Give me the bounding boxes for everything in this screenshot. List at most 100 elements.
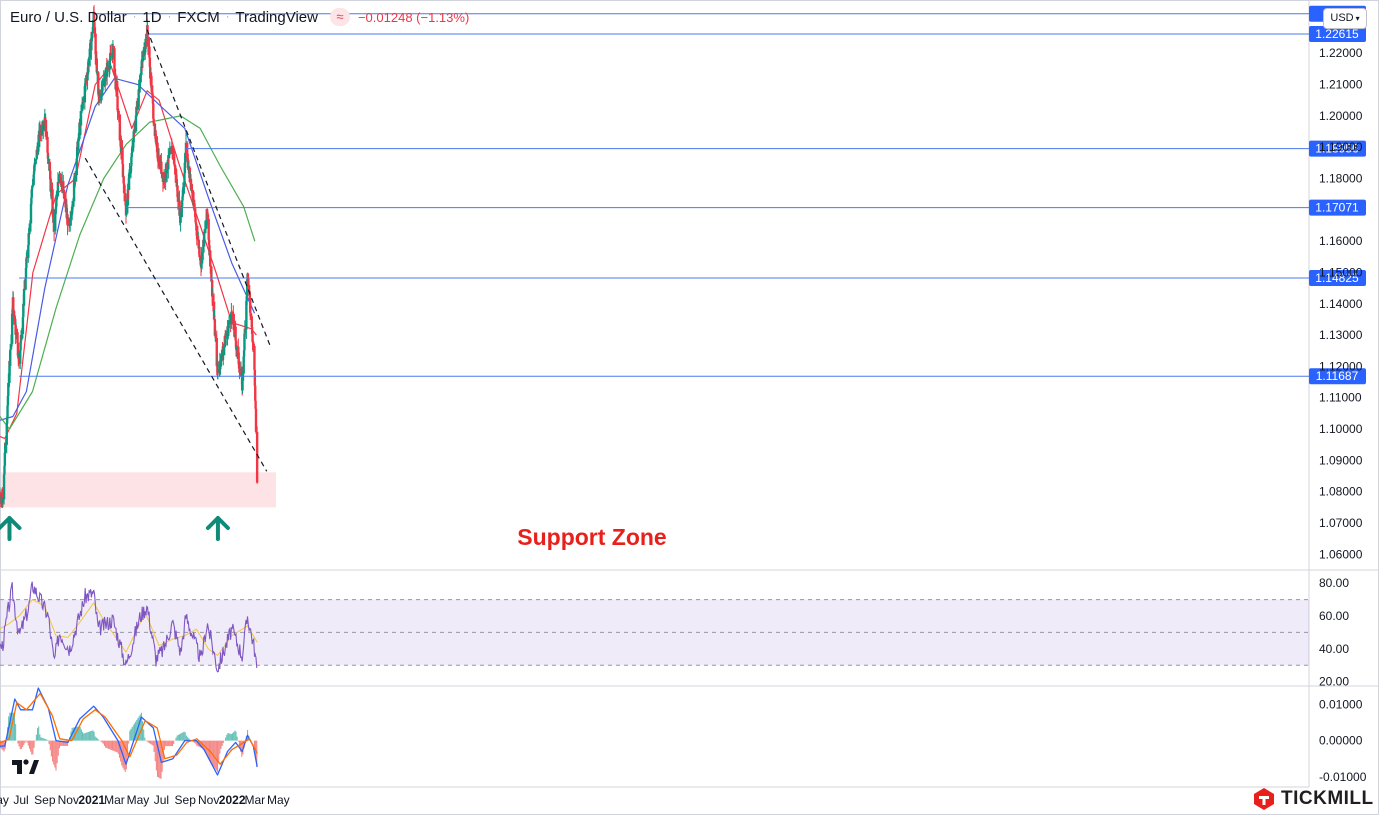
candle-body [184, 153, 187, 163]
price-tick-label: 1.11000 [1319, 391, 1362, 405]
currency-button[interactable]: USD ▾ [1323, 8, 1367, 29]
time-axis-label: 2021 [78, 793, 105, 807]
time-axis-label: Sep [175, 793, 197, 807]
price-tick-label: 1.08000 [1319, 485, 1363, 499]
candle-body [172, 154, 176, 164]
candle-body [213, 319, 217, 336]
candle-body [72, 178, 76, 202]
candle-body [69, 218, 72, 224]
macd-tick-label: -0.01000 [1319, 770, 1367, 784]
candle-body [183, 162, 187, 174]
candle-body [182, 187, 185, 190]
time-axis-label: 2022 [219, 793, 246, 807]
candle-body [211, 296, 215, 302]
price-tick-label: 1.20000 [1319, 109, 1363, 123]
level-price-label: 1.22615 [1315, 27, 1359, 41]
candle-body [203, 229, 207, 233]
tradingview-logo-icon [12, 759, 39, 774]
candle-body [104, 73, 107, 82]
price-change: −0.01248 (−1.13%) [357, 9, 470, 25]
candle-body [42, 124, 45, 130]
candle-body [243, 333, 246, 351]
level-price-tag [1309, 269, 1366, 286]
symbol-name[interactable]: Euro / U.S. Dollar [10, 8, 127, 26]
platform-label: TradingView [235, 8, 318, 26]
level-price-tag [1309, 368, 1366, 385]
candle-body [137, 89, 140, 108]
candle-body [165, 163, 168, 174]
level-price-label: 1.17071 [1315, 201, 1359, 215]
candle-body [230, 311, 233, 313]
price-tick-label: 1.14000 [1319, 297, 1363, 311]
candle-body [12, 309, 15, 317]
interval-label[interactable]: 1D [142, 8, 162, 26]
candle-body [12, 297, 15, 310]
candle-body [181, 189, 185, 197]
candle-body [195, 230, 198, 236]
candle-body [224, 338, 227, 346]
candle-body [130, 157, 133, 166]
rsi-tick-label: 80.00 [1319, 576, 1349, 590]
candle-body [232, 314, 235, 325]
price-tick-label: 1.18000 [1319, 172, 1363, 186]
candle-body [171, 147, 174, 151]
candle-body [95, 58, 98, 73]
time-axis-label: Jul [154, 793, 169, 807]
candle-body [246, 273, 250, 285]
candle-body [132, 131, 135, 143]
price-tick-label: 1.07000 [1319, 516, 1363, 530]
candle-body [75, 158, 78, 176]
candle-body [29, 203, 33, 224]
candle-body [109, 53, 112, 61]
candle-body [28, 223, 32, 229]
candle-body [165, 169, 169, 173]
candle-body [46, 137, 49, 153]
price-tick-label: 1.10000 [1319, 422, 1363, 436]
candle-body [56, 182, 60, 197]
price-tick-label-hidden: 1.15000 [1319, 265, 1363, 279]
level-price-tag [1309, 140, 1366, 157]
candle-body [5, 423, 8, 445]
candle-body [3, 452, 7, 466]
rsi-tick-label: 60.00 [1319, 609, 1349, 623]
moving-average-line-2 [0, 77, 256, 421]
candle-body [209, 250, 212, 267]
chart-header: Euro / U.S. Dollar · 1D · FXCM · TradingVie… [10, 8, 470, 26]
candle-body [51, 189, 54, 215]
candle-body [130, 147, 134, 153]
candle-body [156, 142, 159, 158]
candle-body [97, 72, 100, 95]
candle-body [8, 360, 11, 383]
candle-body [255, 431, 259, 483]
candle-body [87, 58, 91, 66]
candle-body [200, 252, 204, 264]
candle-body [245, 300, 248, 330]
level-price-label: 1.14825 [1315, 271, 1359, 285]
candle-body [35, 158, 38, 160]
candle-body [168, 154, 171, 156]
candle-body [101, 83, 104, 91]
candle-body [174, 165, 177, 175]
candle-body [227, 320, 231, 325]
candle-body [206, 212, 209, 220]
rsi-tick-label: 40.00 [1319, 642, 1349, 656]
candle-body [79, 111, 83, 126]
candle-body [152, 103, 155, 119]
candle-body [183, 173, 186, 188]
candle-body [127, 173, 131, 190]
candle-body [160, 161, 163, 175]
candle-body [247, 284, 251, 291]
candle-body [176, 185, 179, 198]
candle-body [115, 80, 119, 97]
candle-body [233, 322, 236, 327]
candle-body [50, 187, 53, 190]
moving-average-line-1 [0, 65, 257, 440]
candle-body [245, 279, 249, 297]
candle-body [168, 150, 172, 155]
candle-body [139, 74, 142, 84]
candle-body [215, 337, 218, 367]
candle-body [230, 311, 233, 324]
candle-body [179, 217, 182, 223]
